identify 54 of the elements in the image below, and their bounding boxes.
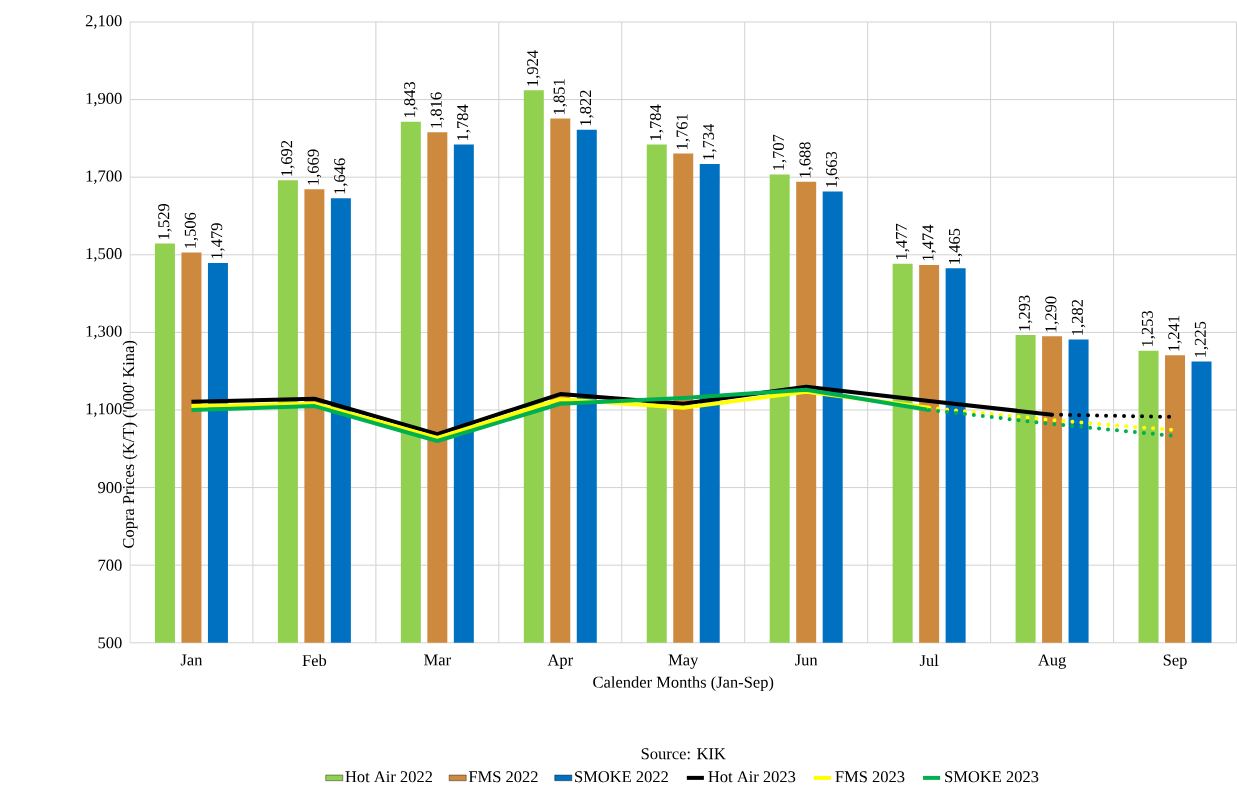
data-label: 1,253	[1141, 311, 1156, 347]
data-label: 1,692	[281, 141, 295, 176]
y-tick-label: 700	[98, 559, 122, 571]
x-tick-label: May	[668, 654, 699, 669]
x-tick-label: Apr	[547, 654, 573, 670]
x-tick-label: Aug	[1038, 654, 1066, 670]
y-tick-label: 2,100	[85, 15, 122, 29]
y-tick-label: 1,300	[86, 325, 122, 340]
data-label: 1,851	[553, 79, 568, 115]
data-label: 1,688	[799, 142, 813, 178]
data-label: 1,282	[1071, 300, 1086, 335]
data-label: 1,843	[404, 82, 418, 118]
legend-label: Hot Air 2022	[345, 771, 433, 783]
data-label: 1,784	[649, 104, 664, 141]
data-label: 1,761	[676, 114, 690, 149]
data-label: 1,816	[430, 92, 445, 128]
source-note: Source: KIK	[641, 748, 726, 760]
data-label: 1,663	[825, 152, 840, 188]
y-tick-label: 500	[98, 637, 122, 649]
y-axis-title: Copra Prices (K/T) ('000' Kina)	[122, 341, 138, 549]
x-axis-title: Calender Months (Jan-Sep)	[593, 676, 774, 692]
legend-label: FMS 2023	[835, 771, 905, 783]
y-tick-label: 1,100	[86, 403, 122, 417]
data-label: 1,707	[772, 134, 787, 170]
y-tick-label: 1,500	[86, 248, 122, 262]
x-tick-label: Mar	[424, 654, 451, 666]
data-label: 1,734	[702, 124, 717, 160]
x-tick-label: Feb	[302, 654, 327, 667]
data-label: 1,506	[184, 212, 199, 248]
y-tick-label: 900	[98, 482, 122, 494]
data-label: 1,465	[948, 228, 963, 264]
data-label: 1,479	[211, 223, 225, 259]
data-label: 1,784	[457, 104, 471, 141]
legend-label: FMS 2022	[468, 771, 538, 783]
x-tick-label: Jun	[795, 654, 818, 666]
x-tick-label: Sep	[1163, 654, 1187, 670]
legend-label: SMOKE 2023	[945, 771, 1039, 783]
data-label: 1,669	[307, 149, 322, 185]
data-label: 1,822	[580, 90, 594, 126]
legend-label: SMOKE 2022	[575, 771, 668, 783]
data-label: 1,477	[895, 224, 910, 260]
data-label: 1,241	[1168, 316, 1182, 351]
y-tick-label: 1,900	[86, 92, 122, 107]
data-label: 1,646	[334, 158, 348, 194]
y-tick-label: 1,700	[86, 170, 122, 185]
data-label: 1,290	[1045, 296, 1059, 332]
data-label: 1,474	[922, 224, 936, 261]
data-label: 1,529	[158, 204, 172, 240]
data-label: 1,293	[1018, 295, 1033, 331]
data-label: 1,924	[527, 50, 541, 86]
legend-label: Hot Air 2023	[708, 771, 796, 783]
x-tick-label: Jan	[180, 654, 203, 666]
x-tick-label: Jul	[919, 654, 939, 667]
data-label: 1,225	[1194, 321, 1209, 357]
